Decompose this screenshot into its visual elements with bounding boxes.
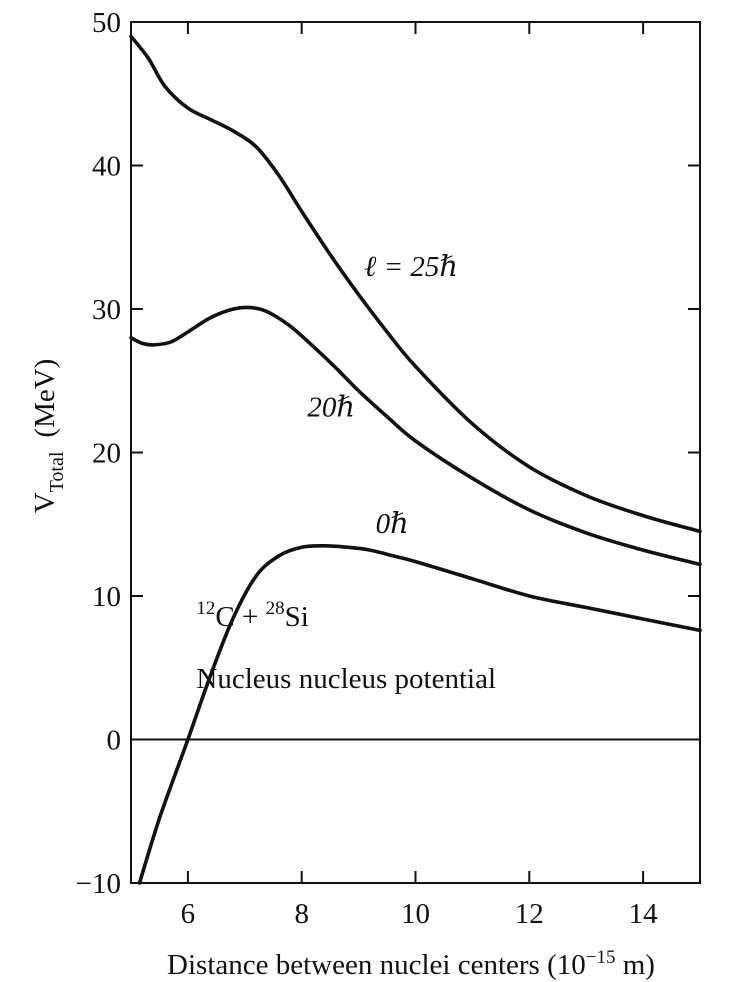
- y-tick-label: 40: [92, 151, 121, 183]
- series-line-l0: [137, 543, 702, 885]
- label-l0: 0ℏ: [376, 508, 409, 540]
- x-axis-title: Distance between nuclei centers (10−15 m…: [167, 947, 655, 981]
- annotations: ℓ = 25ℏ 20ℏ 0ℏ 12C + 28Si Nucleus nucleus po…: [196, 251, 496, 695]
- x-axis-title-main: Distance between nuclei centers (10: [167, 949, 586, 981]
- y-axis-title: VTotal (MeV): [29, 359, 68, 514]
- series: [129, 34, 702, 885]
- series-line-l20: [129, 305, 702, 567]
- y-tick-label: 50: [92, 7, 121, 39]
- plot-border: [130, 21, 701, 884]
- y-tick-label: 0: [107, 725, 122, 757]
- label-reaction: 12C + 28Si: [196, 598, 308, 633]
- y-axis-title-unit: (MeV): [29, 359, 61, 438]
- x-tick-label: 6: [181, 898, 196, 930]
- x-ticks: 6 8 10 12 14: [181, 22, 658, 930]
- label-l25: ℓ = 25ℏ: [364, 251, 458, 283]
- y-ticks: −10 0 10 20 30 40 50: [76, 7, 700, 900]
- label-l20: 20ℏ: [307, 392, 355, 424]
- x-tick-label: 8: [294, 898, 309, 930]
- x-tick-label: 14: [629, 898, 659, 930]
- x-axis-title-unit: m): [615, 949, 654, 981]
- y-tick-label: 30: [92, 294, 121, 326]
- y-tick-label: −10: [76, 868, 121, 900]
- plot-frame: [130, 21, 701, 884]
- x-axis-title-sup: −15: [586, 947, 616, 968]
- x-tick-label: 10: [401, 898, 430, 930]
- y-tick-label: 10: [92, 581, 121, 613]
- x-tick-label: 12: [515, 898, 544, 930]
- series-line-l25: [129, 34, 702, 534]
- y-axis-title-main: V: [29, 492, 61, 513]
- y-tick-label: 20: [92, 438, 121, 470]
- y-axis-title-sub: Total: [46, 451, 68, 492]
- label-caption: Nucleus nucleus potential: [196, 663, 496, 695]
